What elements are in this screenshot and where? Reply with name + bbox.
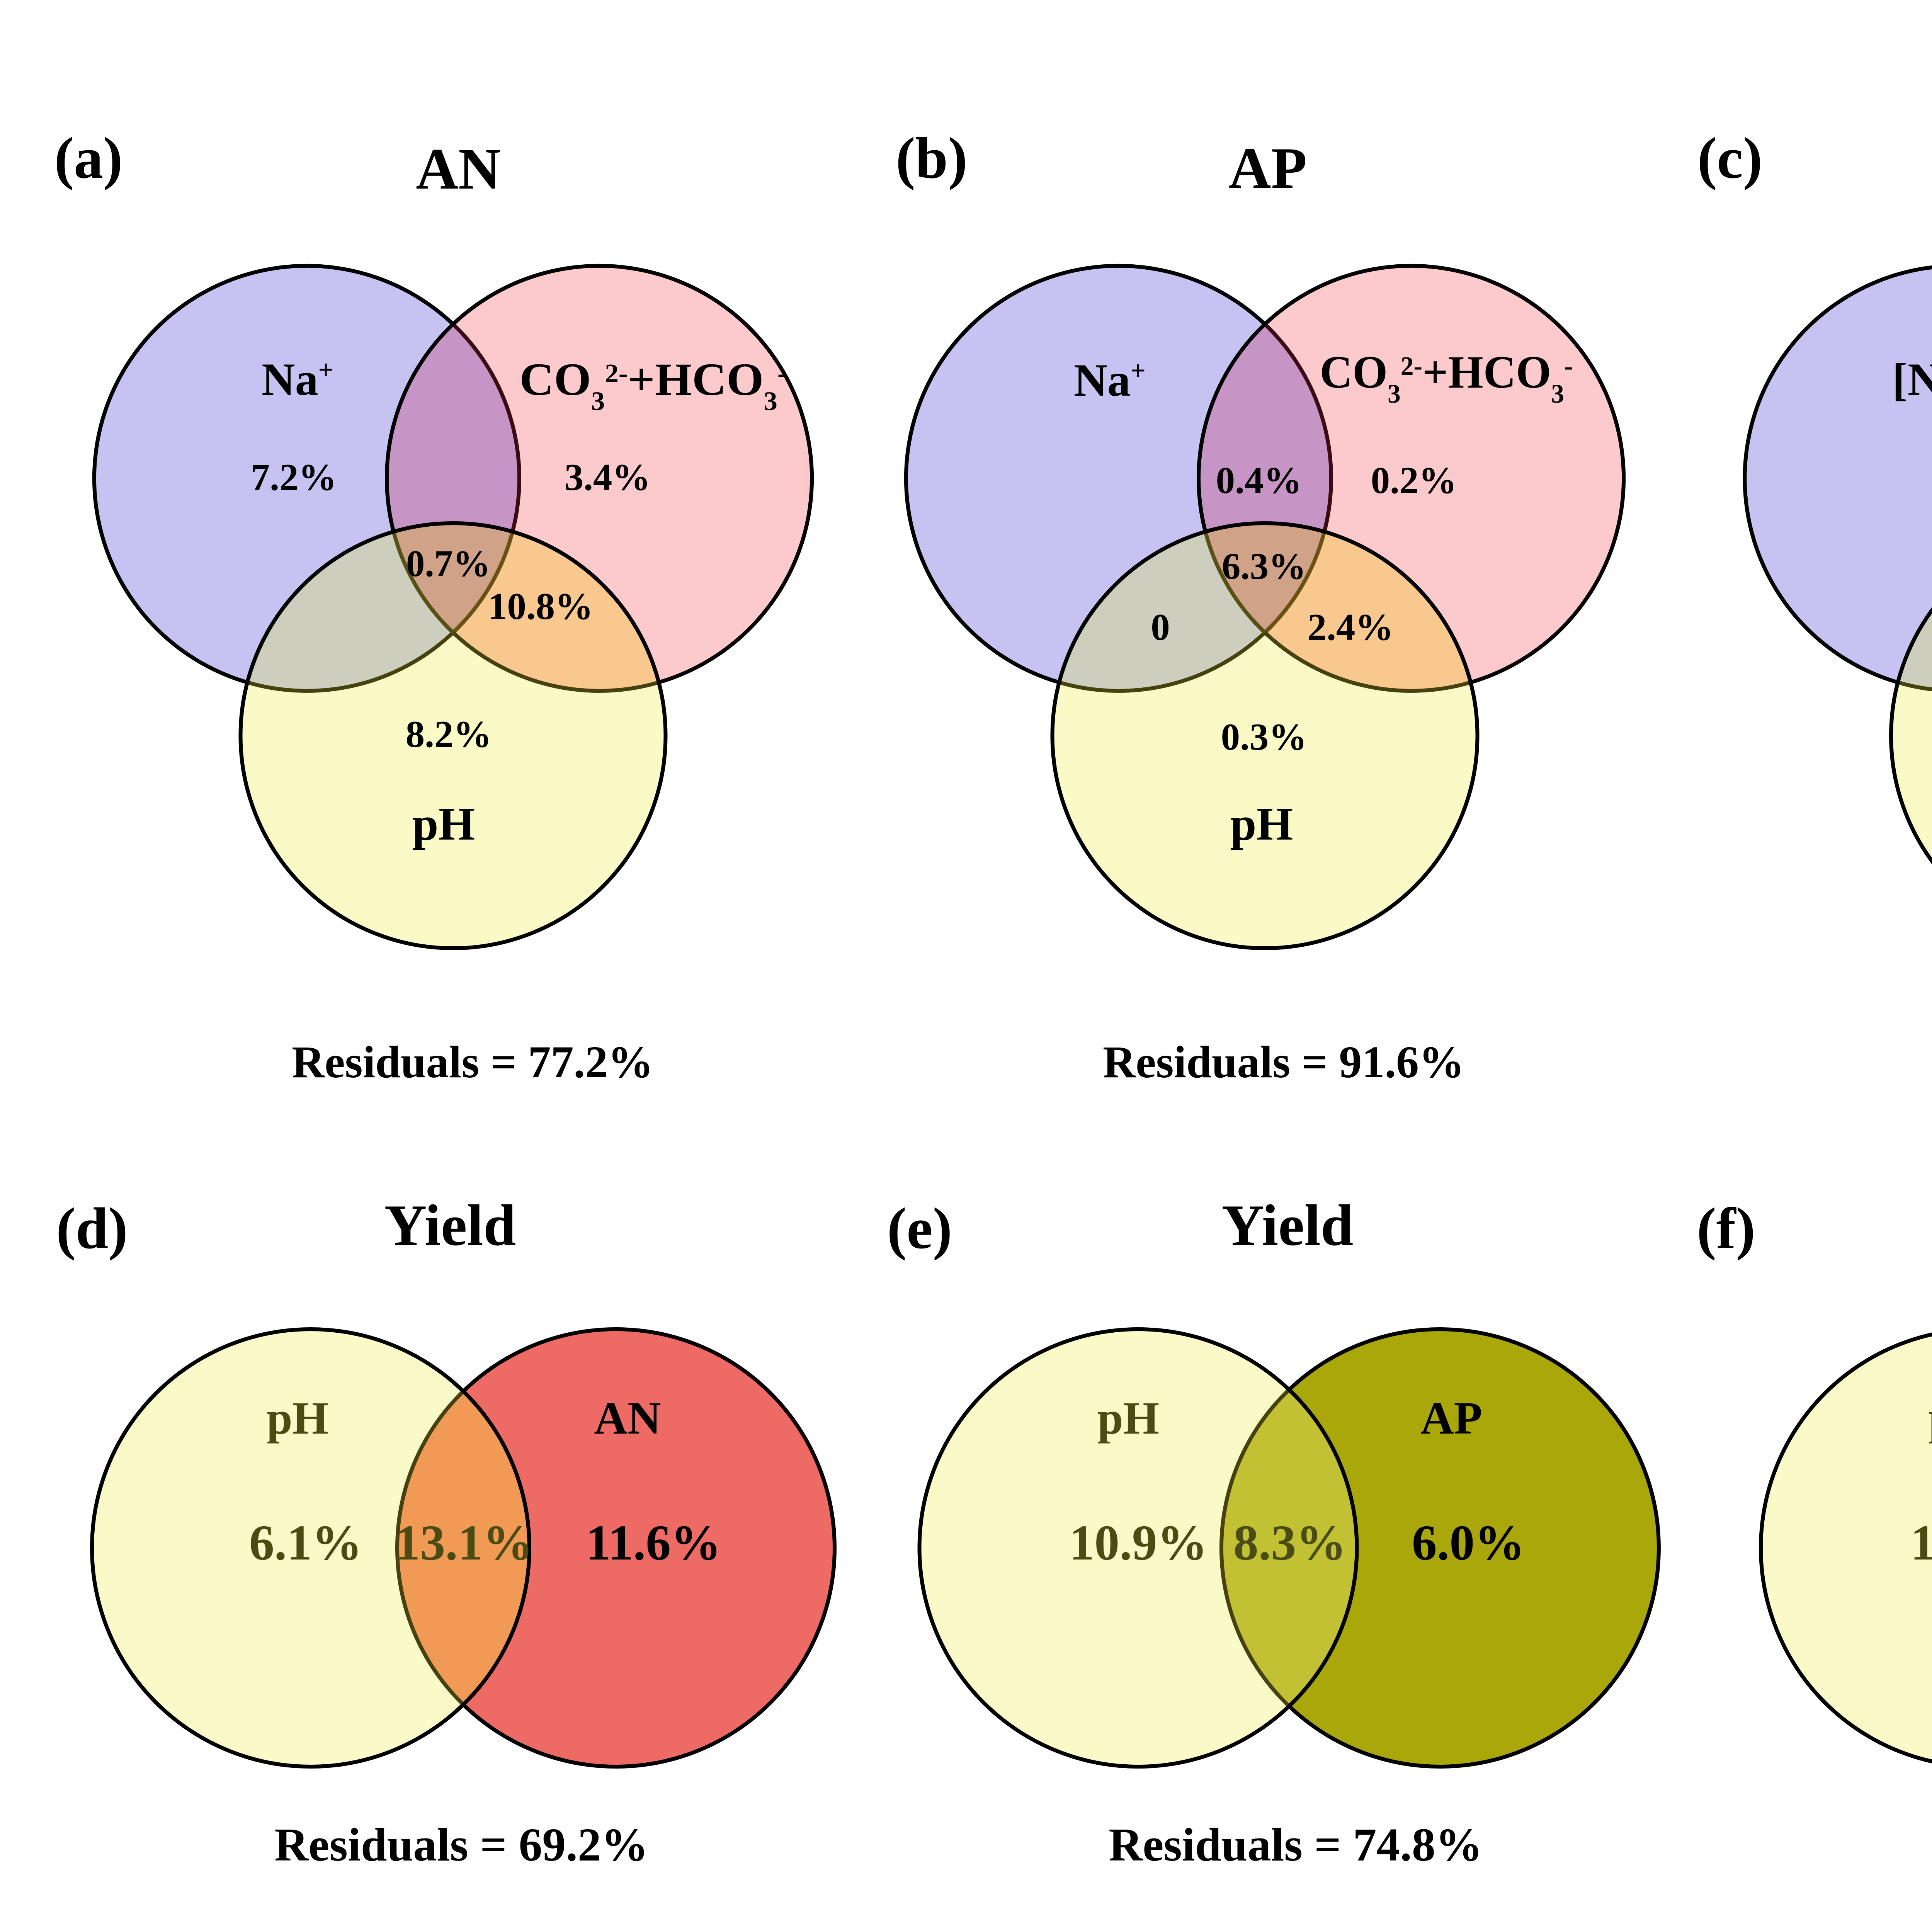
svg-text:pH: pH xyxy=(412,798,475,850)
svg-text:11.6%: 11.6% xyxy=(586,1515,721,1571)
svg-text:AN: AN xyxy=(416,136,501,201)
svg-text:(f): (f) xyxy=(1697,1196,1755,1261)
svg-text:AP: AP xyxy=(1229,136,1307,201)
svg-text:Residuals = 69.2%: Residuals = 69.2% xyxy=(274,1819,648,1871)
svg-text:6.3%: 6.3% xyxy=(1222,546,1306,587)
svg-text:Residuals = 91.6%: Residuals = 91.6% xyxy=(1103,1037,1464,1087)
svg-text:7.2%: 7.2% xyxy=(251,456,337,498)
svg-text:AN: AN xyxy=(594,1392,661,1444)
svg-text:Yield: Yield xyxy=(384,1193,516,1258)
svg-text:0: 0 xyxy=(1151,606,1170,648)
svg-text:[Na+]: [Na+] xyxy=(1892,354,1932,405)
svg-text:8.3%: 8.3% xyxy=(1233,1515,1347,1571)
svg-text:0.3%: 0.3% xyxy=(1221,716,1307,758)
svg-text:Residuals = 77.2%: Residuals = 77.2% xyxy=(292,1037,653,1087)
svg-text:AP: AP xyxy=(1420,1392,1482,1444)
svg-text:6.0%: 6.0% xyxy=(1412,1515,1525,1571)
svg-text:(d): (d) xyxy=(56,1196,128,1261)
svg-text:10.9%: 10.9% xyxy=(1069,1515,1208,1571)
svg-text:(a): (a) xyxy=(54,126,122,190)
svg-text:3.4%: 3.4% xyxy=(565,456,651,498)
svg-text:13.7%: 13.7% xyxy=(1910,1515,1932,1571)
svg-text:2.4%: 2.4% xyxy=(1308,606,1394,648)
svg-text:(b): (b) xyxy=(896,126,968,190)
svg-text:pH: pH xyxy=(1097,1392,1159,1444)
svg-text:0.7%: 0.7% xyxy=(406,543,490,584)
svg-text:0.2%: 0.2% xyxy=(1371,459,1457,502)
svg-text:pH: pH xyxy=(267,1392,328,1444)
svg-text:8.2%: 8.2% xyxy=(406,713,492,755)
svg-text:pH: pH xyxy=(1929,1392,1932,1444)
svg-text:(e): (e) xyxy=(887,1196,952,1261)
svg-text:Residuals = 74.8%: Residuals = 74.8% xyxy=(1109,1819,1483,1871)
svg-text:0.4%: 0.4% xyxy=(1216,459,1302,502)
svg-text:13.1%: 13.1% xyxy=(395,1515,533,1571)
svg-text:pH: pH xyxy=(1230,798,1293,850)
svg-text:Yield: Yield xyxy=(1222,1193,1354,1258)
svg-text:6.1%: 6.1% xyxy=(249,1515,362,1571)
svg-text:CO32-+HCO3-: CO32-+HCO3- xyxy=(519,354,786,416)
svg-text:(c): (c) xyxy=(1697,126,1763,190)
svg-text:10.8%: 10.8% xyxy=(488,585,593,628)
